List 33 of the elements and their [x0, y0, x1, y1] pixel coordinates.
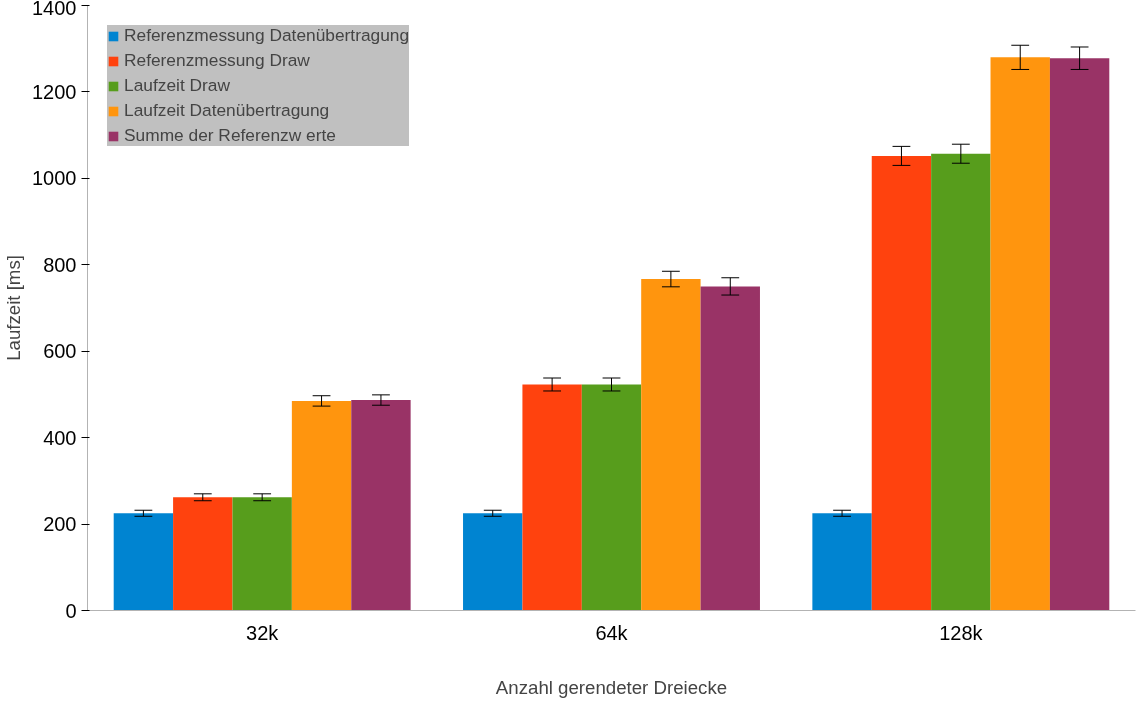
x-axis-title: Anzahl gerendeter Dreiecke — [495, 676, 728, 698]
legend-label: Laufzeit Draw — [124, 75, 230, 96]
bar — [871, 155, 932, 611]
bar — [581, 384, 642, 611]
bar — [931, 153, 991, 611]
legend-label: Referenzmessung Draw — [124, 50, 310, 71]
bar — [641, 279, 701, 611]
x-tick-label: 32k — [246, 621, 280, 644]
y-tick-label: 400 — [43, 426, 77, 449]
bar — [812, 513, 872, 611]
y-tick-label: 800 — [43, 253, 77, 276]
legend-label: Laufzeit Datenübertragung — [124, 100, 330, 121]
bar — [463, 513, 523, 611]
bar — [291, 400, 352, 611]
bar — [522, 384, 582, 611]
bar — [700, 286, 760, 611]
bar — [990, 57, 1050, 611]
y-tick-label: 0 — [65, 599, 77, 622]
legend-label: Referenzmessung Datenübertragung — [124, 25, 410, 46]
bar — [351, 400, 411, 611]
bar — [1049, 58, 1110, 611]
y-tick-label: 600 — [43, 340, 77, 363]
y-tick-label: 1200 — [32, 80, 77, 103]
bar — [113, 513, 174, 611]
x-tick-label: 128k — [939, 621, 984, 644]
y-tick-label: 1000 — [32, 167, 77, 190]
y-tick-label: 200 — [43, 513, 77, 536]
y-tick-label: 1400 — [32, 0, 77, 19]
bar — [173, 497, 233, 611]
bar — [232, 497, 292, 611]
legend-label: Summe der Referenzw erte — [124, 125, 336, 146]
y-axis-title: Laufzeit [ms] — [3, 255, 25, 361]
x-tick-label: 64k — [595, 621, 629, 644]
